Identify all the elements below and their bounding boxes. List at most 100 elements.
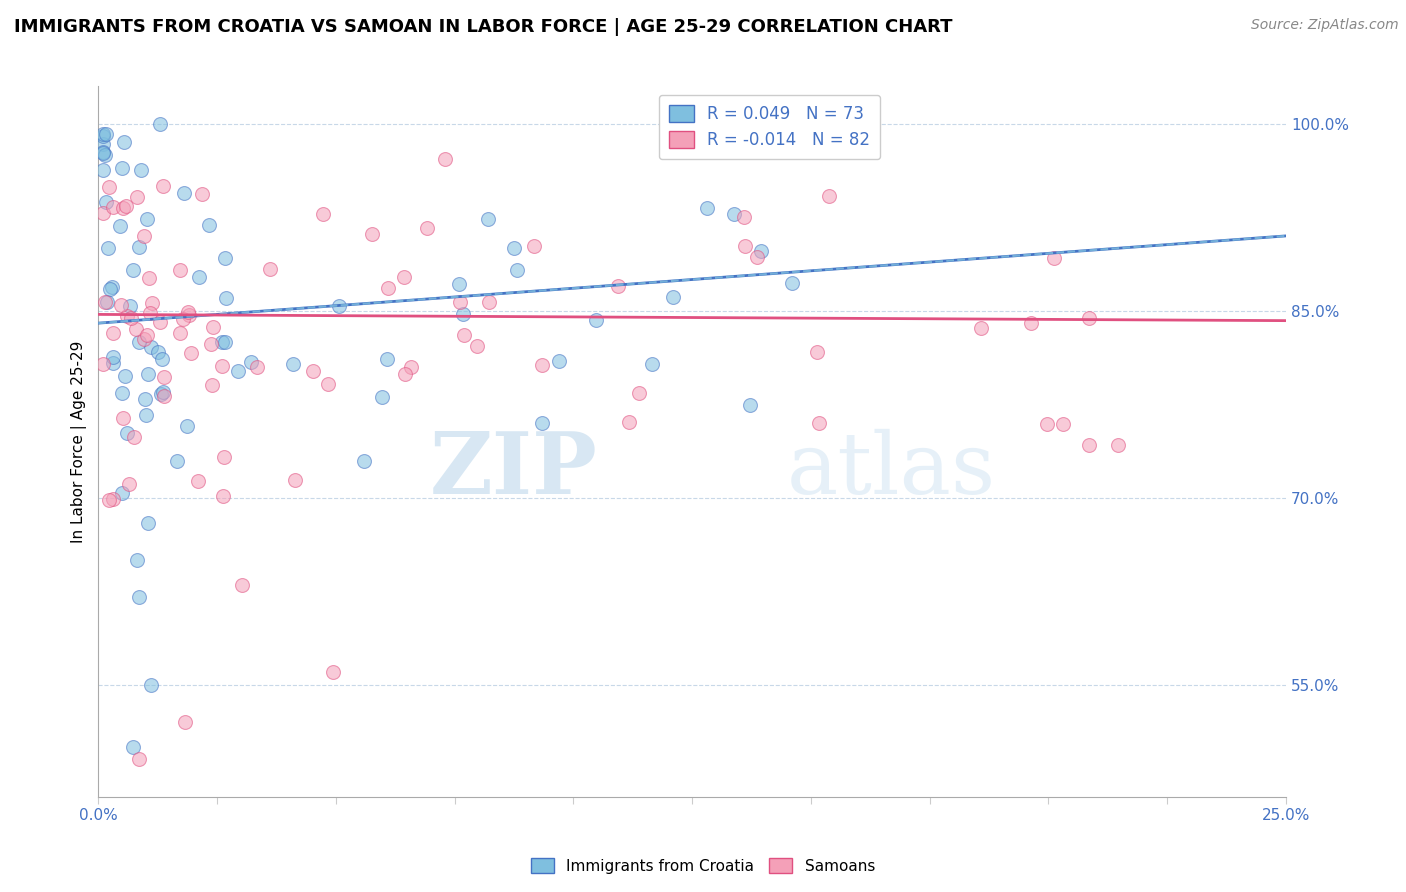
- Point: [146, 345, 169, 359]
- Point: [127, 190, 149, 204]
- Point: [121, 739, 143, 754]
- Point: [118, 476, 141, 491]
- Point: [399, 360, 422, 375]
- Point: [302, 363, 325, 377]
- Point: [530, 416, 553, 430]
- Point: [135, 328, 157, 343]
- Point: [782, 276, 804, 290]
- Point: [806, 345, 828, 359]
- Point: [200, 337, 222, 351]
- Point: [139, 340, 162, 354]
- Point: [112, 135, 135, 149]
- Point: [531, 358, 554, 372]
- Point: [128, 752, 150, 766]
- Point: [316, 377, 339, 392]
- Legend: R = 0.049   N = 73, R = -0.014   N = 82: R = 0.049 N = 73, R = -0.014 N = 82: [658, 95, 880, 160]
- Point: [94, 295, 117, 310]
- Point: [112, 410, 135, 425]
- Point: [738, 398, 761, 412]
- Point: [110, 298, 132, 312]
- Point: [120, 299, 142, 313]
- Point: [361, 227, 384, 241]
- Point: [176, 419, 198, 434]
- Point: [187, 474, 209, 488]
- Point: [139, 677, 162, 691]
- Point: [152, 178, 174, 193]
- Point: [1019, 316, 1042, 330]
- Point: [453, 308, 475, 322]
- Text: Source: ZipAtlas.com: Source: ZipAtlas.com: [1251, 18, 1399, 32]
- Point: [103, 351, 125, 365]
- Point: [312, 207, 335, 221]
- Point: [115, 309, 138, 323]
- Point: [1043, 252, 1066, 266]
- Point: [416, 221, 439, 235]
- Point: [91, 162, 114, 177]
- Point: [125, 322, 148, 336]
- Point: [91, 129, 114, 144]
- Point: [392, 270, 415, 285]
- Point: [128, 591, 150, 605]
- Point: [91, 145, 114, 160]
- Point: [246, 359, 269, 374]
- Point: [134, 392, 156, 406]
- Point: [375, 352, 398, 367]
- Point: [134, 229, 156, 244]
- Point: [547, 353, 569, 368]
- Point: [94, 147, 117, 161]
- Point: [91, 358, 114, 372]
- Point: [226, 364, 249, 378]
- Point: [353, 454, 375, 468]
- Point: [212, 450, 235, 464]
- Point: [449, 277, 471, 292]
- Point: [1077, 310, 1099, 325]
- Point: [617, 415, 640, 429]
- Point: [135, 409, 157, 423]
- Point: [377, 281, 399, 295]
- Point: [169, 326, 191, 340]
- Point: [212, 489, 235, 503]
- Point: [101, 280, 124, 294]
- Point: [240, 354, 263, 368]
- Point: [174, 714, 197, 729]
- Point: [103, 491, 125, 506]
- Point: [1078, 438, 1101, 452]
- Point: [179, 308, 201, 322]
- Point: [129, 162, 152, 177]
- Point: [214, 251, 236, 265]
- Point: [197, 218, 219, 232]
- Point: [328, 299, 350, 313]
- Point: [747, 250, 769, 264]
- Point: [607, 279, 630, 293]
- Point: [97, 492, 120, 507]
- Point: [640, 357, 662, 371]
- Point: [98, 282, 121, 296]
- Point: [136, 516, 159, 530]
- Point: [627, 386, 650, 401]
- Point: [173, 186, 195, 201]
- Point: [149, 315, 172, 329]
- Point: [101, 356, 124, 370]
- Point: [188, 270, 211, 285]
- Point: [696, 201, 718, 215]
- Point: [214, 291, 236, 305]
- Point: [723, 206, 745, 220]
- Point: [751, 244, 773, 259]
- Point: [120, 311, 142, 326]
- Point: [111, 161, 134, 175]
- Point: [136, 367, 159, 381]
- Point: [149, 117, 172, 131]
- Point: [121, 263, 143, 277]
- Point: [150, 386, 173, 401]
- Point: [101, 200, 124, 214]
- Point: [211, 334, 233, 349]
- Point: [1107, 438, 1129, 452]
- Point: [807, 416, 830, 430]
- Point: [523, 239, 546, 253]
- Point: [465, 339, 488, 353]
- Point: [128, 240, 150, 254]
- Point: [124, 430, 146, 444]
- Point: [191, 186, 214, 201]
- Point: [127, 553, 149, 567]
- Point: [97, 179, 120, 194]
